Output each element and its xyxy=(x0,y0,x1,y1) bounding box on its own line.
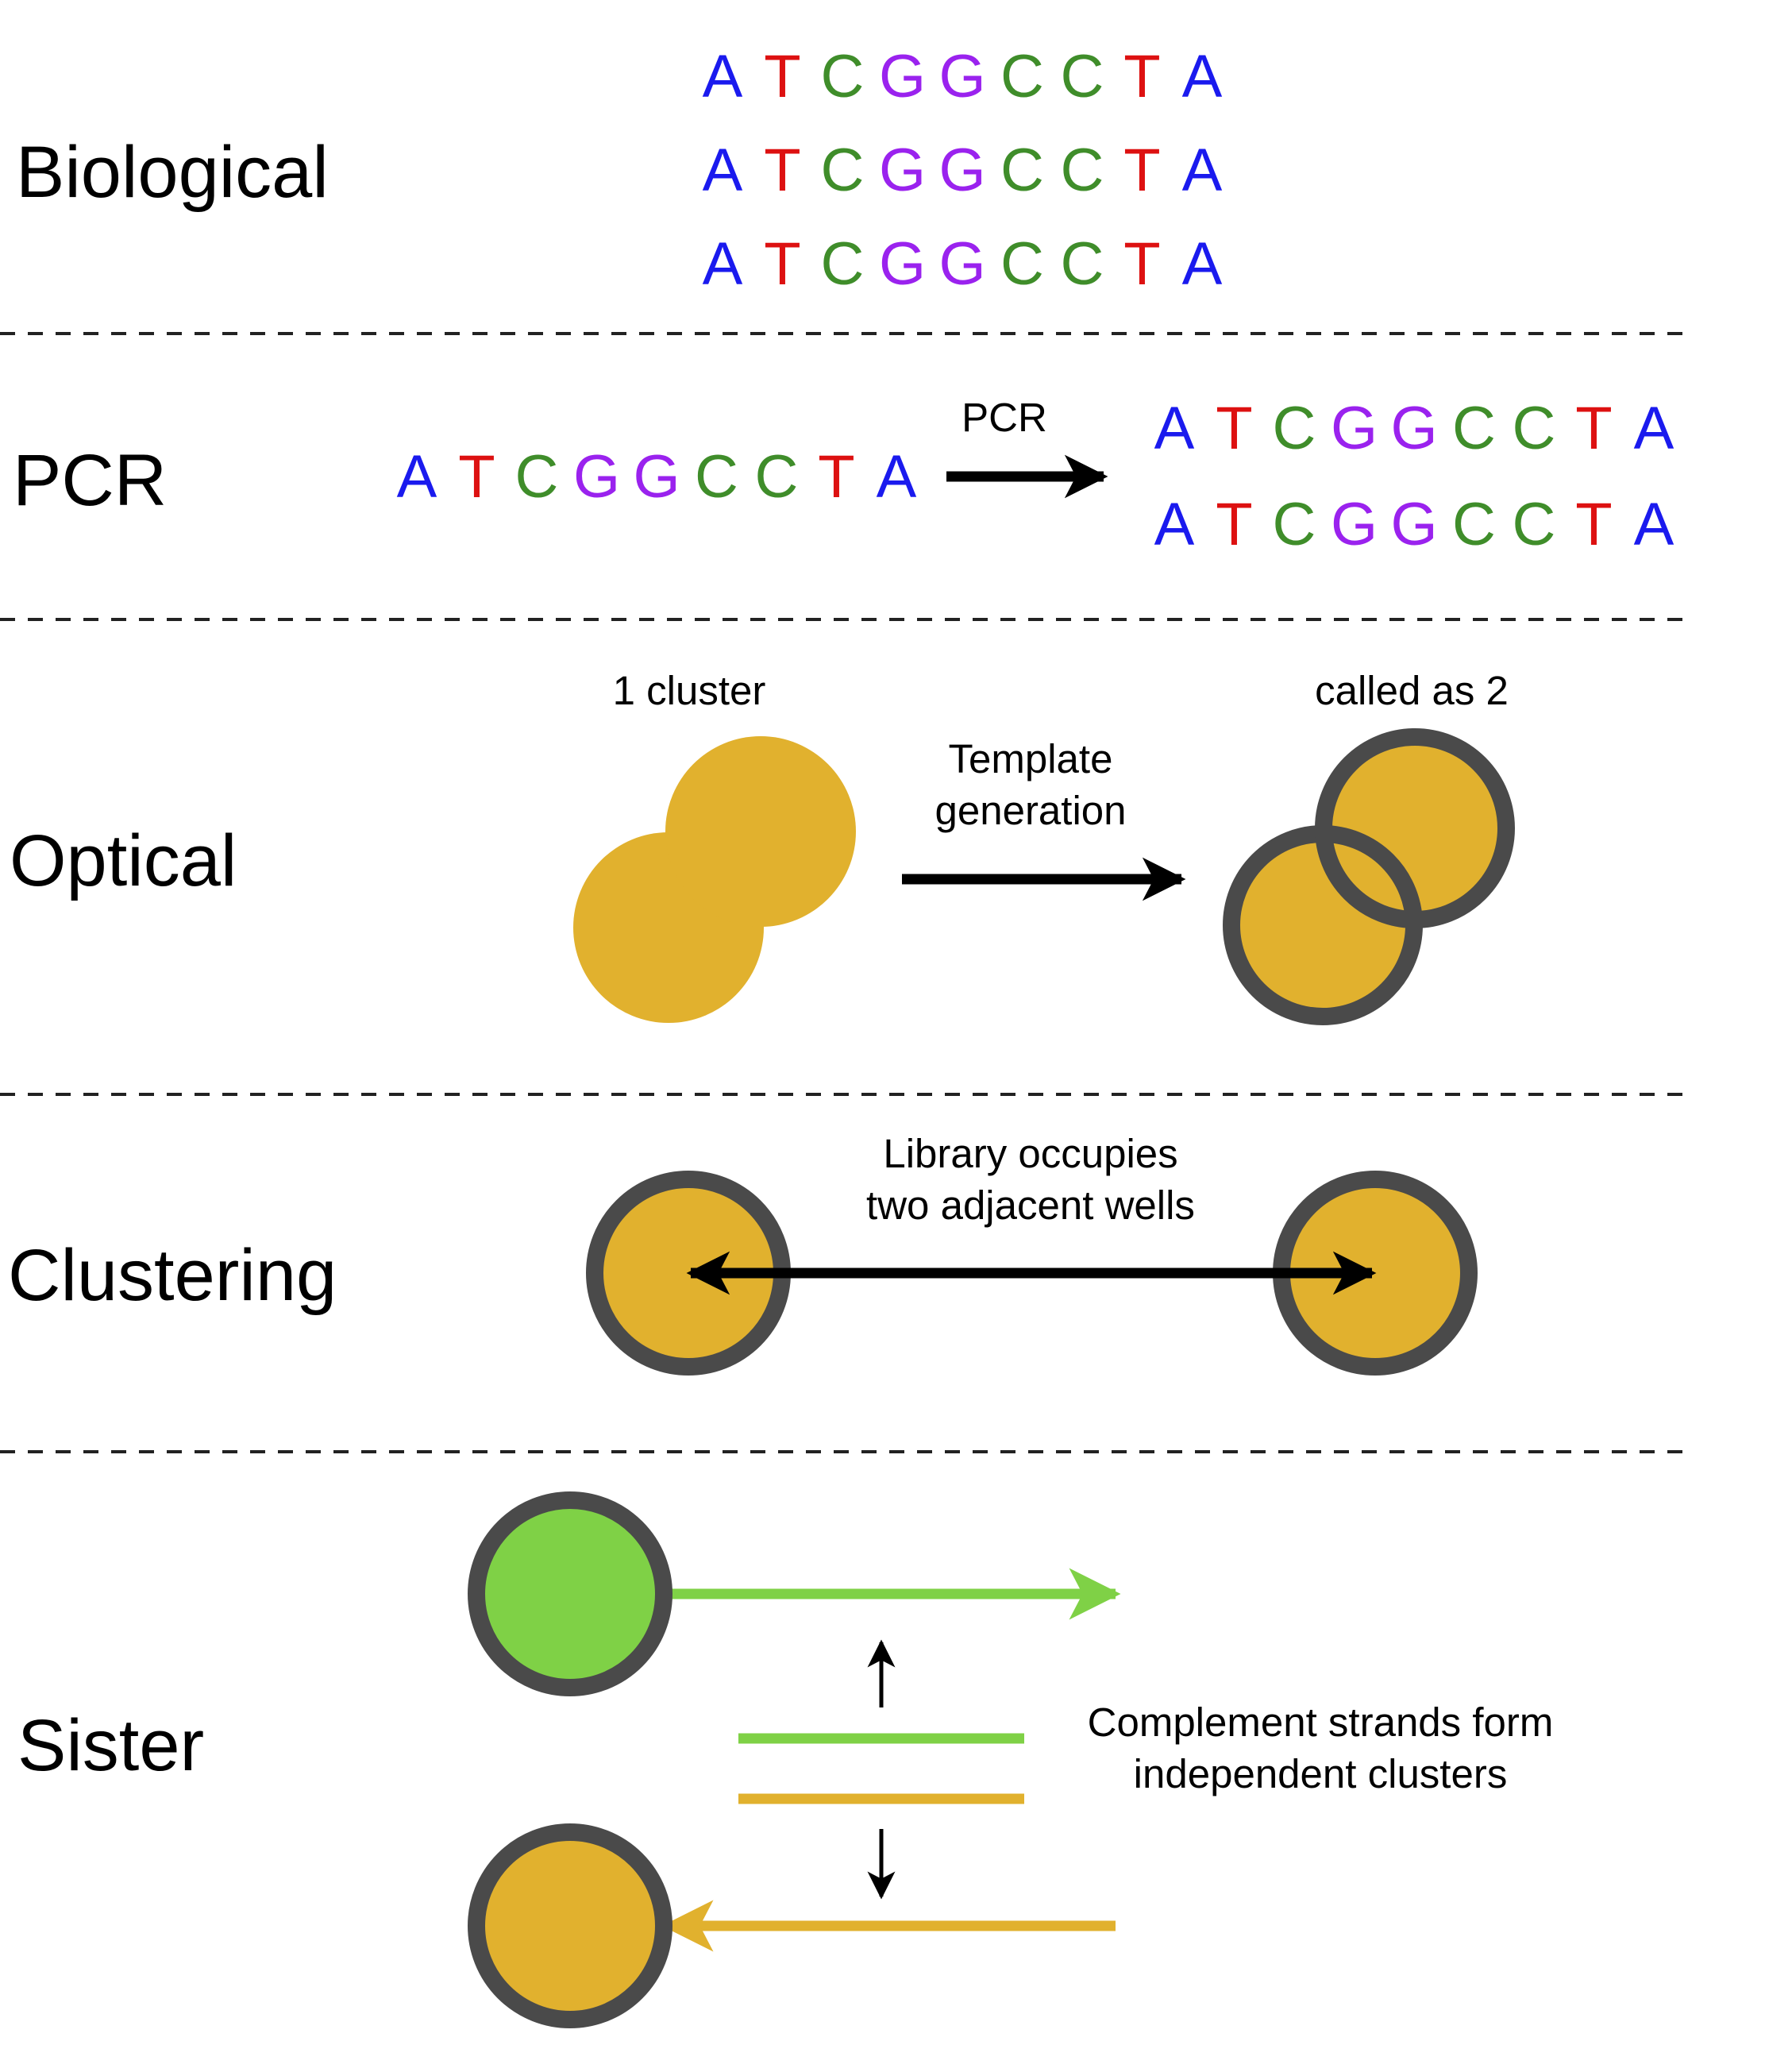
nucleotide-C: C xyxy=(755,443,799,511)
pcr-sequences: A T C G G C C T AA T C G G C C T AA T C G G C C T A xyxy=(397,395,1674,558)
nucleotide-T: T xyxy=(1575,491,1612,558)
cluster-blob xyxy=(665,736,856,927)
nucleotide-A: A xyxy=(1154,395,1195,462)
nucleotide-A: A xyxy=(1182,43,1223,110)
nucleotide-C: C xyxy=(1061,230,1104,298)
nucleotide-G: G xyxy=(633,443,680,511)
nucleotide-G: G xyxy=(1390,491,1437,558)
nucleotide-A: A xyxy=(703,43,743,110)
optical-right-caption: called as 2 xyxy=(1315,668,1509,713)
sister-cluster-gold xyxy=(468,1823,672,2028)
nucleotide-G: G xyxy=(1390,395,1437,462)
nucleotide-T: T xyxy=(458,443,495,511)
optical-arrow-label-line1: Template xyxy=(949,736,1113,781)
nucleotide-C: C xyxy=(1000,137,1044,204)
nucleotide-T: T xyxy=(1123,43,1160,110)
section-label-biological: Biological xyxy=(16,132,329,213)
nucleotide-G: G xyxy=(879,230,926,298)
nucleotide-C: C xyxy=(1273,395,1316,462)
nucleotide-G: G xyxy=(573,443,620,511)
nucleotide-T: T xyxy=(1123,230,1160,298)
sister-cluster-green xyxy=(468,1491,672,1696)
nucleotide-G: G xyxy=(938,43,985,110)
pcr-arrow-label: PCR xyxy=(962,395,1047,440)
nucleotide-C: C xyxy=(1000,43,1044,110)
section-label-pcr: PCR xyxy=(13,440,167,521)
nucleotide-G: G xyxy=(879,43,926,110)
section-label-optical: Optical xyxy=(10,820,237,901)
nucleotide-G: G xyxy=(938,230,985,298)
nucleotide-T: T xyxy=(1123,137,1160,204)
nucleotide-T: T xyxy=(1575,395,1612,462)
nucleotide-A: A xyxy=(1182,230,1223,298)
nucleotide-G: G xyxy=(938,137,985,204)
nucleotide-C: C xyxy=(821,43,865,110)
nucleotide-A: A xyxy=(1154,491,1195,558)
nucleotide-C: C xyxy=(821,137,865,204)
nucleotide-A: A xyxy=(1634,395,1674,462)
nucleotide-A: A xyxy=(1182,137,1223,204)
nucleotide-C: C xyxy=(1061,137,1104,204)
nucleotide-T: T xyxy=(764,43,800,110)
optical-arrow-label-line2: generation xyxy=(935,788,1126,833)
nucleotide-C: C xyxy=(821,230,865,298)
nucleotide-A: A xyxy=(703,230,743,298)
nucleotide-C: C xyxy=(1513,395,1556,462)
clustering-caption-line2: two adjacent wells xyxy=(866,1183,1195,1228)
section-label-clustering: Clustering xyxy=(8,1235,337,1316)
nucleotide-A: A xyxy=(703,137,743,204)
section-label-sister: Sister xyxy=(17,1705,204,1786)
sister-caption-line2: independent clusters xyxy=(1134,1751,1508,1796)
nucleotide-C: C xyxy=(1452,395,1496,462)
nucleotide-G: G xyxy=(879,137,926,204)
called-cluster-overlap-ring xyxy=(1322,825,1423,926)
optical-left-caption: 1 cluster xyxy=(613,668,766,713)
nucleotide-T: T xyxy=(818,443,854,511)
nucleotide-T: T xyxy=(764,137,800,204)
nucleotide-C: C xyxy=(515,443,559,511)
nucleotide-G: G xyxy=(1331,491,1378,558)
nucleotide-A: A xyxy=(877,443,917,511)
nucleotide-G: G xyxy=(1331,395,1378,462)
nucleotide-C: C xyxy=(1061,43,1104,110)
nucleotide-T: T xyxy=(1216,491,1252,558)
nucleotide-A: A xyxy=(397,443,437,511)
nucleotide-T: T xyxy=(764,230,800,298)
nucleotide-C: C xyxy=(1452,491,1496,558)
biological-sequences: A T C G G C C T AA T C G G C C T AA T C G G C C T A xyxy=(703,43,1223,298)
nucleotide-C: C xyxy=(695,443,738,511)
nucleotide-C: C xyxy=(1000,230,1044,298)
nucleotide-C: C xyxy=(1273,491,1316,558)
nucleotide-C: C xyxy=(1513,491,1556,558)
clustering-caption-line1: Library occupies xyxy=(883,1131,1177,1176)
nucleotide-A: A xyxy=(1634,491,1674,558)
nucleotide-T: T xyxy=(1216,395,1252,462)
sister-caption-line1: Complement strands form xyxy=(1088,1700,1554,1745)
